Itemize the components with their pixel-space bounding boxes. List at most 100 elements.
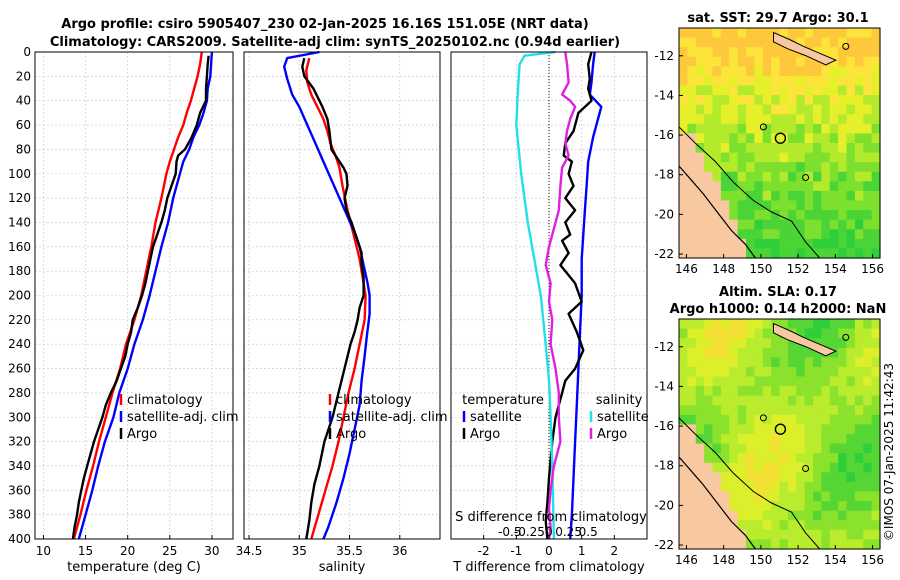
- map-cell: [854, 229, 864, 240]
- map-cell: [771, 190, 781, 202]
- map-cell: [796, 85, 806, 96]
- map-cell: [779, 66, 789, 77]
- map-cell: [813, 366, 822, 378]
- depth-tick-label: 220: [8, 313, 31, 327]
- map-cell: [846, 28, 856, 39]
- map-cell: [804, 95, 814, 106]
- map-cell: [829, 162, 839, 173]
- map-cell: [729, 414, 739, 426]
- map-cell: [695, 453, 705, 464]
- map-cell: [804, 152, 814, 163]
- map-cell: [787, 210, 797, 221]
- reef-outline: [802, 174, 810, 181]
- map-cell: [762, 520, 772, 531]
- x-tick-label: -1: [510, 544, 522, 558]
- map-cell: [846, 366, 856, 378]
- map-cell: [754, 171, 764, 182]
- map-cell: [720, 520, 730, 531]
- map-cell: [704, 357, 714, 368]
- map-cell: [813, 123, 822, 135]
- map-cell: [787, 143, 797, 154]
- map-cell: [821, 75, 831, 87]
- map-cell: [737, 104, 747, 115]
- map-cell: [712, 434, 722, 445]
- map-cell: [863, 37, 873, 48]
- map-cell: [720, 347, 730, 358]
- map-cell: [871, 229, 881, 240]
- map-cell: [771, 162, 781, 173]
- map-cell: [821, 491, 831, 502]
- map-cell: [804, 347, 814, 358]
- map-cell: [846, 434, 856, 445]
- x-tick-label: -2: [478, 544, 490, 558]
- map-cell: [863, 229, 873, 240]
- map-cell: [704, 520, 714, 531]
- map-cell: [804, 424, 814, 435]
- map-cell: [762, 366, 772, 378]
- map-cell: [754, 414, 764, 426]
- map-cell: [729, 481, 739, 493]
- map-cell: [787, 491, 797, 502]
- map-cell: [729, 152, 739, 163]
- map-cell: [771, 529, 781, 541]
- map-cell: [771, 481, 781, 493]
- map-cell: [813, 162, 822, 173]
- depth-tick-label: 340: [8, 459, 31, 473]
- reef-outline: [759, 123, 767, 131]
- map-cell: [846, 200, 856, 211]
- map-cell: [863, 510, 873, 521]
- map-cell: [796, 357, 806, 368]
- map-cell: [695, 386, 705, 397]
- map-cell: [846, 453, 856, 464]
- map-cell: [771, 200, 781, 211]
- map-cell: [854, 520, 864, 531]
- map-cell: [729, 85, 739, 96]
- map-cell: [829, 152, 839, 163]
- map-cell: [746, 395, 755, 406]
- map-cell: [829, 238, 839, 250]
- map-cell: [704, 56, 714, 67]
- map-cell: [796, 28, 806, 39]
- map-cell: [804, 190, 814, 202]
- map-cell: [863, 453, 873, 464]
- x-tick-label: 35.5: [336, 544, 363, 558]
- map-cell: [754, 85, 764, 96]
- map-cell: [796, 443, 806, 454]
- title-line1: Argo profile: csiro 5905407_230 02-Jan-2…: [61, 17, 588, 32]
- map-cell: [796, 395, 806, 406]
- map-cell: [863, 28, 873, 39]
- map-cell: [779, 75, 789, 87]
- map-cell: [737, 395, 747, 406]
- map-cell: [829, 414, 839, 426]
- map-cell: [787, 56, 797, 67]
- map-cell: [804, 210, 814, 221]
- map-cell: [829, 520, 839, 531]
- map-cell: [687, 414, 697, 426]
- map-cell: [854, 95, 864, 106]
- map-cell: [737, 453, 747, 464]
- map-cell: [854, 152, 864, 163]
- map-cell: [695, 395, 705, 406]
- map-cell: [871, 181, 881, 192]
- map-cell: [771, 47, 781, 58]
- map-cell: [771, 434, 781, 445]
- map-cell: [821, 238, 831, 250]
- map-cell: [779, 219, 789, 230]
- map-cell: [712, 424, 722, 435]
- map-cell: [771, 395, 781, 406]
- map-cell: [838, 424, 848, 435]
- map-cell: [854, 210, 864, 221]
- map-cell: [779, 210, 789, 221]
- map-cell: [871, 443, 881, 454]
- map-cell: [804, 114, 814, 125]
- map-cell: [838, 395, 848, 406]
- map-cell: [729, 181, 739, 192]
- map-cell: [829, 210, 839, 221]
- map-cell: [838, 133, 848, 144]
- map-cell: [813, 152, 822, 163]
- map-cell: [863, 481, 873, 493]
- map-cell: [787, 481, 797, 493]
- map-y-tick-label: -22: [654, 247, 674, 261]
- map-cell: [771, 95, 781, 106]
- map-cell: [863, 171, 873, 182]
